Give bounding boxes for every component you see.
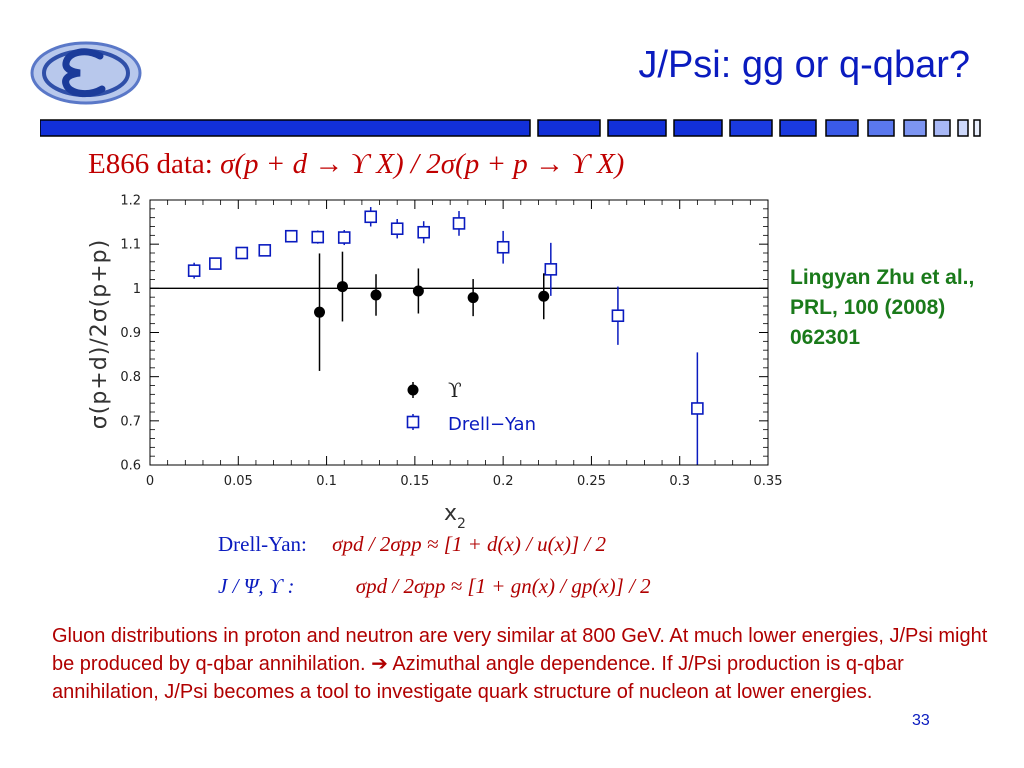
series-drell-yan (187, 207, 704, 465)
x-axis-label-subscript: 2 (457, 516, 466, 532)
data-point-square (284, 229, 298, 243)
data-point-circle (314, 306, 326, 318)
legend-drell-yan-label: Drell−Yan (448, 414, 536, 435)
data-point-square (496, 240, 510, 254)
data-point-square (258, 244, 272, 257)
lab-logo (30, 41, 142, 105)
data-point-square (390, 222, 404, 236)
page-number: 33 (912, 712, 930, 729)
data-point-circle (467, 292, 479, 304)
x-tick-label: 0.05 (224, 474, 253, 489)
chart-axes: 0 0.05 0.1 0.15 0.2 0.25 0.3 0.35 0.6 0.7 0.8 0.9 1 1… (87, 194, 782, 533)
y-tick-label: 0.6 (120, 459, 141, 474)
x-tick-label: 0.3 (669, 474, 690, 489)
legend-upsilon-marker (407, 384, 419, 396)
y-tick-label: 0.8 (120, 370, 141, 385)
legend-drell-yan-marker (406, 415, 420, 429)
formula-expression: σ(p + d → ϒ X) / 2σ(p + p → ϒ X) (220, 148, 625, 180)
jpsi-expression: σpd / 2σpp ≈ [1 + gn(x) / gp(x)] / 2 (355, 574, 651, 598)
x-tick-label: 0.35 (754, 474, 783, 489)
y-tick-label: 1.2 (120, 194, 141, 209)
data-point-circle (538, 290, 550, 302)
decorative-divider-bar (40, 119, 981, 137)
x-tick-label: 0.1 (316, 474, 337, 489)
data-point-circle (336, 281, 348, 293)
x-tick-label: 0.25 (577, 474, 606, 489)
x-axis-label: x2 (444, 501, 466, 532)
data-point-square (311, 230, 325, 244)
y-tick-label: 1 (133, 282, 141, 297)
slide-title: J/Psi: gg or q-qbar? (638, 44, 970, 86)
data-point-circle (412, 285, 424, 297)
y-axis-label: σ(p+d)/2σ(p+p) (87, 239, 112, 429)
formula-prefix: E866 data: (88, 148, 213, 180)
data-point-square (337, 231, 351, 244)
data-point-circle (370, 289, 382, 301)
jpsi-upsilon-equation: J / Ψ, ϒ : σpd / 2σpp ≈ [1 + gn(x) / gp(… (218, 574, 651, 599)
data-point-square (364, 210, 378, 224)
jpsi-label: J / Ψ, ϒ : (218, 574, 295, 598)
drell-yan-equation: Drell-Yan: σpd / 2σpp ≈ [1 + d(x) / u(x)… (218, 532, 606, 557)
x-tick-label: 0 (146, 474, 154, 489)
data-point-square (611, 309, 625, 323)
y-tick-label: 1.1 (120, 238, 141, 253)
series-upsilon (314, 251, 550, 371)
legend-upsilon-label: ϒ (448, 378, 462, 402)
drell-yan-label: Drell-Yan: (218, 532, 307, 556)
data-point-square (691, 402, 704, 415)
x-tick-label: 0.2 (493, 474, 514, 489)
data-point-square (187, 264, 201, 277)
chart-formula-title: E866 data: σ(p + d → ϒ X) / 2σ(p + p → ϒ… (88, 148, 624, 181)
chart-legend: ϒ Drell−Yan (406, 378, 536, 435)
body-paragraph: Gluon distributions in proton and neutro… (52, 625, 988, 703)
data-point-square (452, 217, 466, 230)
reference-citation: Lingyan Zhu et al., PRL, 100 (2008) 0623… (790, 266, 975, 349)
x-tick-label: 0.15 (400, 474, 429, 489)
y-tick-label: 0.7 (120, 414, 141, 429)
data-point-square (209, 257, 222, 270)
data-point-square (417, 225, 430, 239)
chart-data-layer (187, 207, 704, 465)
data-point-square (544, 263, 558, 276)
data-point-square (235, 246, 249, 260)
y-tick-label: 0.9 (120, 326, 141, 341)
drell-yan-expression: σpd / 2σpp ≈ [1 + d(x) / u(x)] / 2 (332, 532, 606, 556)
